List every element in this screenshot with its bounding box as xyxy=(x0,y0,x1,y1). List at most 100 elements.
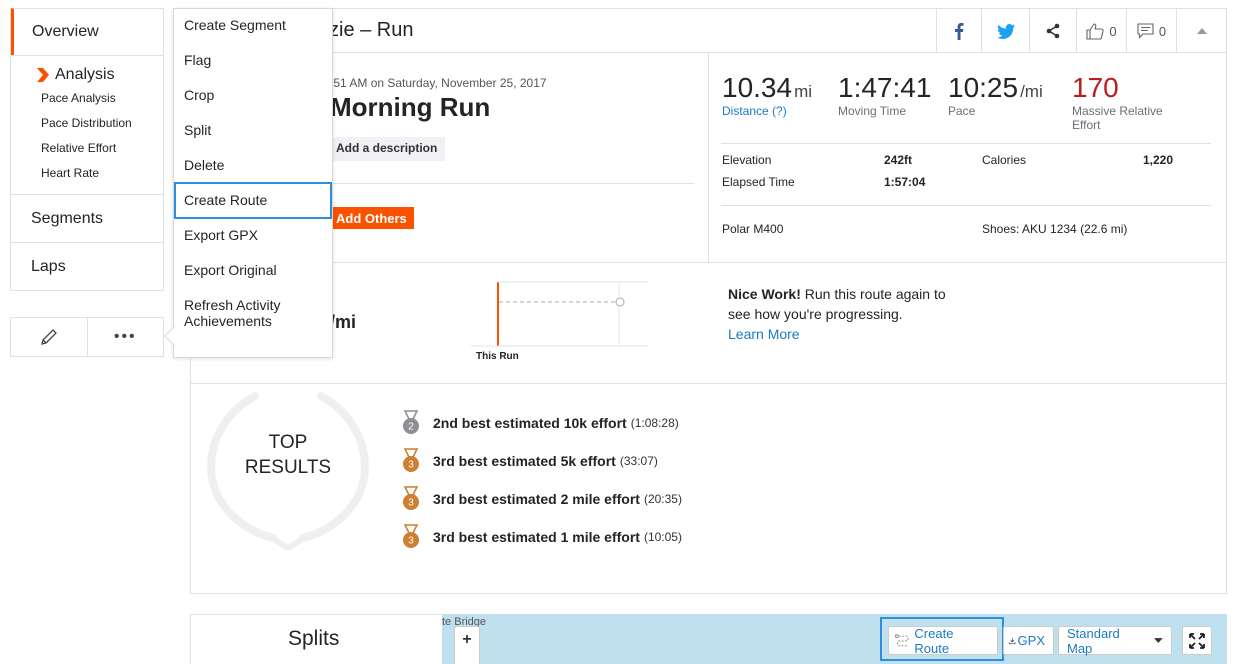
effort-value: 170 xyxy=(1072,72,1119,103)
medal-rank: 3 xyxy=(408,498,414,509)
divider xyxy=(708,52,709,262)
divider xyxy=(191,383,1226,384)
medal-icon: 3 xyxy=(403,524,419,548)
sidebar-section-analysis: Analysis Pace Analysis Pace Distribution… xyxy=(11,55,163,188)
download-icon xyxy=(1009,637,1016,644)
elapsed-time-value: 1:57:04 xyxy=(884,175,926,189)
achievement-time: (20:35) xyxy=(643,492,682,506)
activity-date: :51 AM on Saturday, November 25, 2017 xyxy=(330,76,547,90)
sidebar-item-heart-rate[interactable]: Heart Rate xyxy=(41,166,100,180)
learn-more-link[interactable]: Learn More xyxy=(728,326,800,342)
share-button[interactable] xyxy=(1029,9,1076,53)
route-icon xyxy=(895,633,909,646)
next-run-marker xyxy=(615,297,625,307)
elevation-value: 242ft xyxy=(884,153,913,167)
laurel-wreath-icon xyxy=(206,392,370,550)
pace-value: 10:25/mi xyxy=(948,72,1043,103)
map-style-label: Standard Map xyxy=(1067,625,1120,656)
medal-icon: 3 xyxy=(403,448,419,472)
menu-item-create-segment[interactable]: Create Segment xyxy=(184,17,286,33)
divider xyxy=(721,143,1211,144)
more-actions-button[interactable]: ••• xyxy=(86,318,164,356)
this-run-label: This Run xyxy=(476,351,519,362)
achievement-row: 2 2nd best estimated 10k effort (1:08:28) xyxy=(402,410,679,436)
route-map[interactable]: te Bridge + Create Route GPX Standard Ma… xyxy=(442,614,1227,664)
menu-item-export-gpx[interactable]: Export GPX xyxy=(184,227,258,243)
achievement-row: 3 3rd best estimated 2 mile effort (20:35) xyxy=(402,486,682,512)
comment-icon xyxy=(1137,23,1154,39)
card-header: zie – Run 0 0 xyxy=(191,9,1226,53)
facebook-icon xyxy=(955,23,964,40)
moving-time-label: Moving Time xyxy=(838,104,907,118)
sidebar-item-analysis[interactable]: Analysis xyxy=(37,66,163,84)
fullscreen-button[interactable] xyxy=(1182,626,1212,655)
add-description-button[interactable]: Add a description xyxy=(330,137,446,161)
nice-work-text: Run this route again to see how you're p… xyxy=(728,286,946,322)
achievement-time: (10:05) xyxy=(643,530,682,544)
kudos-count: 0 xyxy=(1109,23,1117,39)
divider xyxy=(330,183,694,184)
export-gpx-button[interactable]: GPX xyxy=(1003,626,1054,655)
sidebar-item-laps[interactable]: Laps xyxy=(11,242,163,290)
menu-item-crop[interactable]: Crop xyxy=(184,87,215,103)
twitter-share-button[interactable] xyxy=(981,9,1029,53)
activity-name: Morning Run xyxy=(330,92,491,122)
pace-label: Pace xyxy=(948,104,976,118)
effort-label: Massive Relative Effort xyxy=(1072,104,1163,132)
menu-item-split[interactable]: Split xyxy=(184,122,212,138)
actions-menu: Create Segment Flag Crop Split Delete Cr… xyxy=(173,8,333,358)
sidebar-item-pace-distribution[interactable]: Pace Distribution xyxy=(41,116,132,130)
create-route-button[interactable]: Create Route xyxy=(888,626,998,656)
zoom-in-button[interactable]: + xyxy=(454,626,480,664)
elevation-label: Elevation xyxy=(722,153,772,167)
facebook-share-button[interactable] xyxy=(936,9,981,53)
top-results-line2: RESULTS xyxy=(244,457,332,478)
expand-icon xyxy=(1189,632,1205,649)
stat-relative-effort[interactable]: 170 Massive Relative Effort xyxy=(1072,72,1192,132)
map-place-label: te Bridge xyxy=(442,616,487,628)
calories-label: Calories xyxy=(982,153,1027,167)
medal-rank: 3 xyxy=(408,536,414,547)
add-others-button[interactable]: Add Others xyxy=(330,207,414,229)
menu-item-export-original[interactable]: Export Original xyxy=(184,262,277,278)
medal-rank: 2 xyxy=(408,422,414,433)
map-style-select[interactable]: Standard Map xyxy=(1058,625,1172,656)
achievement-effort: 3rd best estimated 5k effort xyxy=(433,453,616,469)
distance-help-link[interactable]: Distance (?) xyxy=(722,104,787,118)
caret-up-icon xyxy=(1196,28,1207,34)
nice-work-heading: Nice Work! xyxy=(728,286,801,302)
menu-item-refresh-achievements[interactable]: Refresh Activity Achievements xyxy=(184,297,281,329)
chevron-right-icon xyxy=(37,68,49,82)
calories-value: 1,220 xyxy=(1143,153,1174,167)
kudos-button[interactable]: 0 xyxy=(1076,9,1126,53)
sidebar-item-overview[interactable]: Overview xyxy=(11,8,163,55)
achievement-effort: 3rd best estimated 1 mile effort xyxy=(433,529,640,545)
page-title: zie – Run xyxy=(329,19,414,41)
twitter-icon xyxy=(996,23,1015,39)
sidebar-item-pace-analysis[interactable]: Pace Analysis xyxy=(41,91,116,105)
thumbs-up-icon xyxy=(1086,22,1104,40)
achievement-row: 3 3rd best estimated 1 mile effort (10:05) xyxy=(402,524,682,550)
nice-work-message: Nice Work! Run this route again to see h… xyxy=(728,284,958,344)
top-results-title: TOP RESULTS xyxy=(207,430,369,480)
splits-tab[interactable]: Splits xyxy=(190,614,442,664)
pencil-icon xyxy=(40,329,57,345)
divider xyxy=(191,262,1226,263)
comment-button[interactable]: 0 xyxy=(1126,9,1176,53)
medal-rank: 3 xyxy=(408,460,414,471)
medal-icon: 3 xyxy=(403,486,419,510)
menu-item-create-route[interactable]: Create Route xyxy=(184,192,268,208)
achievement-effort: 2nd best estimated 10k effort xyxy=(433,415,627,431)
top-results-line1: TOP xyxy=(268,432,308,453)
menu-item-delete[interactable]: Delete xyxy=(184,157,225,173)
achievement-time: (33:07) xyxy=(619,454,658,468)
caret-down-icon xyxy=(1154,638,1163,643)
splits-title: Splits xyxy=(288,627,340,650)
sidebar-item-relative-effort[interactable]: Relative Effort xyxy=(41,141,117,155)
sidebar-item-segments[interactable]: Segments xyxy=(11,194,163,242)
edit-button[interactable] xyxy=(11,318,87,356)
collapse-button[interactable] xyxy=(1176,9,1226,53)
menu-item-flag[interactable]: Flag xyxy=(184,52,212,68)
shoes-info[interactable]: Shoes: AKU 1234 (22.6 mi) xyxy=(982,222,1128,236)
stat-moving-time: 1:47:41 Moving Time xyxy=(838,72,931,118)
